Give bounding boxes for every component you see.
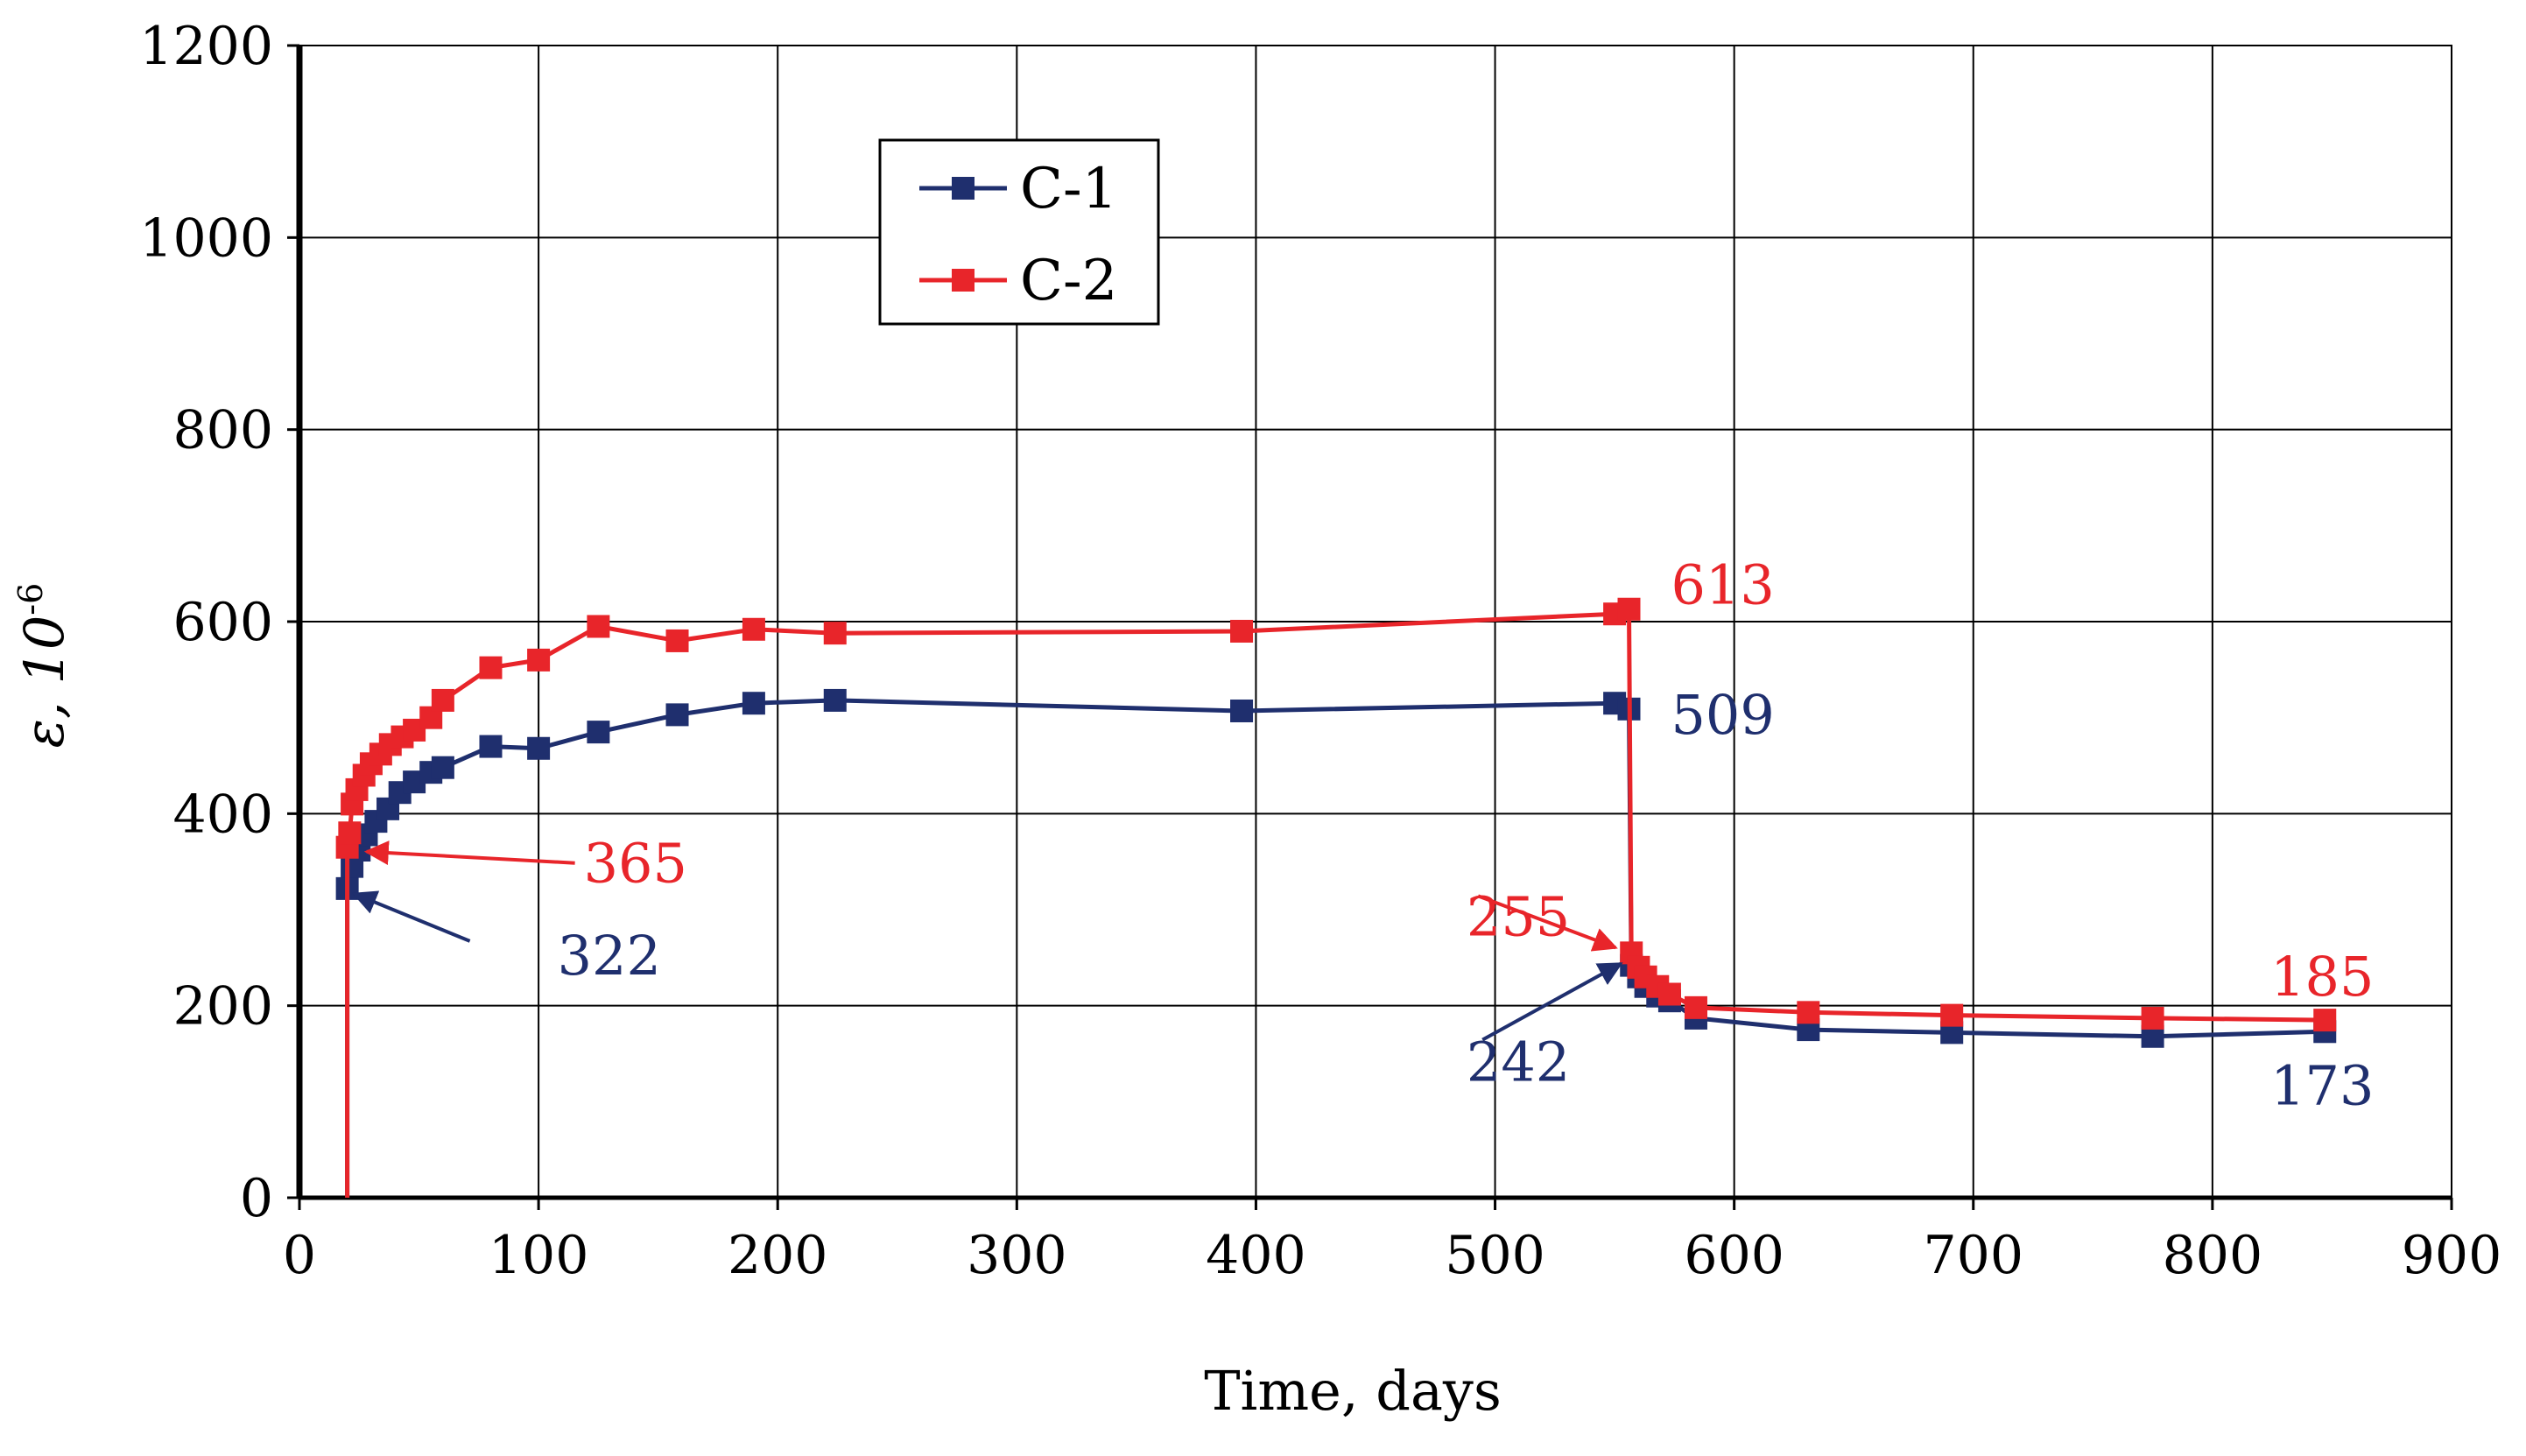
annotation-arrow-322 xyxy=(352,890,471,943)
data-point-c2 xyxy=(2313,1009,2337,1032)
annotation-label-185: 185 xyxy=(2270,945,2374,1009)
data-point-c2 xyxy=(1617,597,1641,621)
legend-box xyxy=(878,138,1160,326)
x-tick-label: 0 xyxy=(283,1225,316,1286)
series-layer xyxy=(335,597,2337,1198)
annotation-label-509: 509 xyxy=(1671,683,1774,747)
legend-swatch-marker-c1 xyxy=(952,177,975,200)
x-tick-label: 100 xyxy=(489,1225,589,1286)
data-point-c1 xyxy=(742,692,765,715)
x-tick-label: 700 xyxy=(1924,1225,2024,1286)
data-point-c2 xyxy=(1684,995,1707,1019)
data-point-c2 xyxy=(527,648,551,672)
data-point-c2 xyxy=(1657,982,1681,1006)
annotation-label-613: 613 xyxy=(1671,553,1774,617)
data-point-c1 xyxy=(479,735,503,758)
annotation-label-242: 242 xyxy=(1467,1030,1570,1094)
x-tick-label: 400 xyxy=(1206,1225,1306,1286)
data-point-c1 xyxy=(823,688,847,712)
x-tick-label: 300 xyxy=(967,1225,1067,1286)
data-point-c1 xyxy=(1230,699,1254,722)
data-point-c2 xyxy=(1940,1003,1964,1027)
data-point-c2 xyxy=(742,617,765,641)
data-point-c1 xyxy=(665,703,689,727)
axes xyxy=(287,44,2453,1210)
y-axis-title-symbol: ε, 10 xyxy=(12,615,76,749)
y-axis-title-exponent: -6 xyxy=(11,583,50,615)
legend: C-1 C-2 xyxy=(878,138,1160,326)
annotation-arrow-365 xyxy=(363,841,575,866)
y-axis-title: ε, 10-6 xyxy=(11,583,76,749)
y-tick-label: 600 xyxy=(172,592,273,653)
data-point-c2 xyxy=(665,629,689,652)
data-point-c2 xyxy=(823,622,847,645)
data-point-c2 xyxy=(479,656,503,679)
x-tick-label: 900 xyxy=(2402,1225,2502,1286)
data-point-c1 xyxy=(431,756,454,779)
legend-label-c2: C-2 xyxy=(1020,249,1117,313)
y-tick-label: 200 xyxy=(172,976,273,1037)
annotation-arrow-242 xyxy=(1481,961,1623,1042)
annotation-label-365: 365 xyxy=(584,832,687,896)
legend-swatch-marker-c2 xyxy=(952,269,975,292)
y-tick-label: 800 xyxy=(172,400,273,461)
data-point-c2 xyxy=(2141,1006,2164,1030)
x-tick-label: 500 xyxy=(1445,1225,1545,1286)
x-tick-label: 600 xyxy=(1684,1225,1784,1286)
tick-labels: 0 100 200 300 400 500 600 700 800 900 0 200 400 600 80… xyxy=(139,16,2501,1286)
y-tick-label: 400 xyxy=(172,784,273,845)
data-point-c2 xyxy=(587,615,610,638)
annotation-label-173: 173 xyxy=(2270,1053,2374,1117)
x-tick-label: 200 xyxy=(728,1225,828,1286)
grid xyxy=(299,45,2452,1199)
annotation-arrow-255 xyxy=(1477,894,1618,952)
x-axis-title: Time, days xyxy=(1204,1359,1502,1423)
data-point-c2 xyxy=(338,821,362,845)
annotation-label-255: 255 xyxy=(1467,884,1570,948)
legend-label-c1: C-1 xyxy=(1020,157,1117,222)
y-tick-label: 1200 xyxy=(139,16,273,77)
annotations-layer: 365 322 613 509 255 242 185 173 xyxy=(352,553,2374,1117)
y-tick-label: 1000 xyxy=(139,207,273,269)
data-point-c1 xyxy=(587,721,610,744)
data-point-c2 xyxy=(1230,619,1254,643)
data-point-c2 xyxy=(1797,1001,1820,1024)
data-point-c1 xyxy=(527,736,551,760)
x-tick-label: 800 xyxy=(2163,1225,2263,1286)
annotation-label-322: 322 xyxy=(558,924,661,988)
y-tick-label: 0 xyxy=(240,1168,273,1229)
data-point-c2 xyxy=(431,688,454,712)
